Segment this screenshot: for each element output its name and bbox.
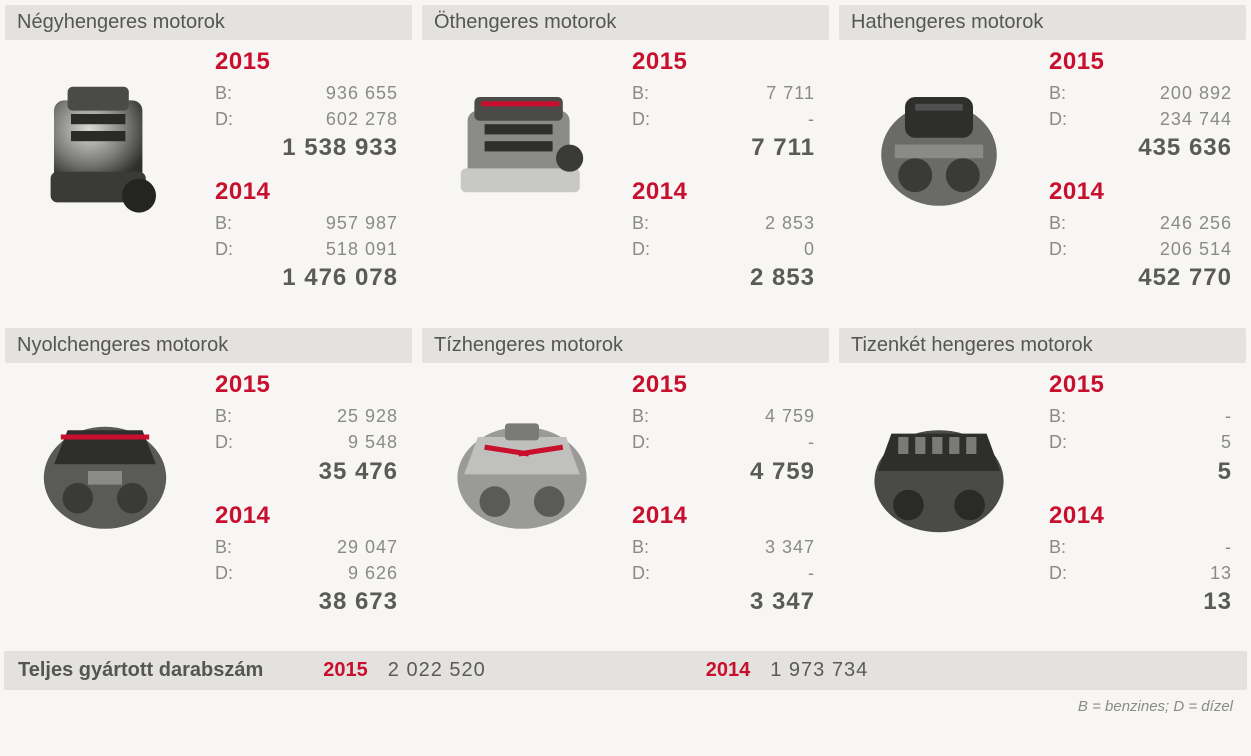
engine-icon [5, 371, 205, 571]
year-block-2014: 2014 B:3 347 D:- 3 347 [632, 502, 815, 616]
panel-body: 2015 B:25 928 D:9 548 35 476 2014 B:29 0… [5, 371, 412, 641]
row-d: D:0 [632, 236, 815, 262]
row-d: D:- [632, 106, 815, 132]
year-label: 2014 [1049, 502, 1232, 530]
panel-title: Négyhengeres motorok [5, 5, 412, 40]
panel-ten-cylinder: Tízhengeres motorok 2015 B:4 759 D:- [421, 327, 830, 642]
year-label: 2014 [215, 502, 398, 530]
engine-icon [839, 48, 1039, 248]
engine-icon [839, 371, 1039, 571]
year-block-2015: 2015 B:7 711 D:- 7 711 [632, 48, 815, 162]
panel-body: 2015 B:936 655 D:602 278 1 538 933 2014 … [5, 48, 412, 318]
year-block-2014: 2014 B:2 853 D:0 2 853 [632, 178, 815, 292]
year-label: 2015 [632, 371, 815, 399]
row-total: 2 853 [632, 264, 815, 292]
year-label: 2015 [215, 48, 398, 76]
row-total: 35 476 [215, 458, 398, 486]
year-block-2014: 2014 B:29 047 D:9 626 38 673 [215, 502, 398, 616]
engine-icon [5, 48, 205, 248]
footer-legend: B = benzines; D = dízel [0, 690, 1251, 725]
row-b: B:200 892 [1049, 80, 1232, 106]
row-d: D:5 [1049, 429, 1232, 455]
year-label: 2014 [632, 178, 815, 206]
panel-title: Tízhengeres motorok [422, 328, 829, 363]
year-block-2015: 2015 B:25 928 D:9 548 35 476 [215, 371, 398, 485]
row-total: 7 711 [632, 134, 815, 162]
year-block-2014: 2014 B:246 256 D:206 514 452 770 [1049, 178, 1232, 292]
panel-eight-cylinder: Nyolchengeres motorok 2015 B:25 928 D:9 … [4, 327, 413, 642]
engine-grid: Négyhengeres motorok [0, 0, 1251, 647]
row-b: B:3 347 [632, 534, 815, 560]
row-total: 1 538 933 [215, 134, 398, 162]
panel-stats: 2015 B:7 711 D:- 7 711 2014 B:2 853 D:0 … [632, 48, 829, 308]
row-b: B:7 711 [632, 80, 815, 106]
row-total: 38 673 [215, 588, 398, 616]
row-b: B:- [1049, 534, 1232, 560]
row-d: D:13 [1049, 560, 1232, 586]
panel-four-cylinder: Négyhengeres motorok [4, 4, 413, 319]
panel-body: 2015 B:4 759 D:- 4 759 2014 B:3 347 D:- … [422, 371, 829, 641]
footer-year-b: 2014 [706, 659, 751, 682]
row-d: D:- [632, 429, 815, 455]
year-label: 2015 [632, 48, 815, 76]
row-b: B:4 759 [632, 403, 815, 429]
row-total: 452 770 [1049, 264, 1232, 292]
panel-stats: 2015 B:- D:5 5 2014 B:- D:13 13 [1049, 371, 1246, 631]
year-block-2015: 2015 B:200 892 D:234 744 435 636 [1049, 48, 1232, 162]
year-block-2015: 2015 B:936 655 D:602 278 1 538 933 [215, 48, 398, 162]
year-label: 2015 [215, 371, 398, 399]
engine-icon [422, 371, 622, 571]
row-b: B:- [1049, 403, 1232, 429]
row-b: B:936 655 [215, 80, 398, 106]
panel-stats: 2015 B:200 892 D:234 744 435 636 2014 B:… [1049, 48, 1246, 308]
panel-five-cylinder: Öthengeres motorok 2015 B:7 711 D:- [421, 4, 830, 319]
footer-total-a: 2 022 520 [388, 659, 486, 682]
row-d: D:9 548 [215, 429, 398, 455]
panel-body: 2015 B:200 892 D:234 744 435 636 2014 B:… [839, 48, 1246, 318]
row-d: D:- [632, 560, 815, 586]
year-label: 2014 [215, 178, 398, 206]
footer-totals: Teljes gyártott darabszám 2015 2 022 520… [4, 651, 1247, 690]
footer-label: Teljes gyártott darabszám [18, 659, 263, 682]
row-b: B:246 256 [1049, 210, 1232, 236]
row-total: 3 347 [632, 588, 815, 616]
panel-body: 2015 B:7 711 D:- 7 711 2014 B:2 853 D:0 … [422, 48, 829, 318]
year-block-2014: 2014 B:- D:13 13 [1049, 502, 1232, 616]
panel-six-cylinder: Hathengeres motorok 2015 B:200 892 D:234… [838, 4, 1247, 319]
panel-title: Öthengeres motorok [422, 5, 829, 40]
panel-body: 2015 B:- D:5 5 2014 B:- D:13 13 [839, 371, 1246, 641]
row-b: B:29 047 [215, 534, 398, 560]
row-d: D:602 278 [215, 106, 398, 132]
footer-year-a: 2015 [323, 659, 368, 682]
year-label: 2015 [1049, 48, 1232, 76]
row-b: B:25 928 [215, 403, 398, 429]
panel-title: Hathengeres motorok [839, 5, 1246, 40]
footer-total-b: 1 973 734 [770, 659, 868, 682]
panel-title: Nyolchengeres motorok [5, 328, 412, 363]
row-d: D:518 091 [215, 236, 398, 262]
row-b: B:957 987 [215, 210, 398, 236]
row-d: D:234 744 [1049, 106, 1232, 132]
year-block-2015: 2015 B:4 759 D:- 4 759 [632, 371, 815, 485]
year-block-2014: 2014 B:957 987 D:518 091 1 476 078 [215, 178, 398, 292]
year-block-2015: 2015 B:- D:5 5 [1049, 371, 1232, 485]
row-b: B:2 853 [632, 210, 815, 236]
year-label: 2014 [632, 502, 815, 530]
year-label: 2014 [1049, 178, 1232, 206]
panel-stats: 2015 B:4 759 D:- 4 759 2014 B:3 347 D:- … [632, 371, 829, 631]
row-total: 435 636 [1049, 134, 1232, 162]
panel-stats: 2015 B:25 928 D:9 548 35 476 2014 B:29 0… [215, 371, 412, 631]
row-total: 4 759 [632, 458, 815, 486]
panel-stats: 2015 B:936 655 D:602 278 1 538 933 2014 … [215, 48, 412, 308]
row-total: 1 476 078 [215, 264, 398, 292]
panel-title: Tizenkét hengeres motorok [839, 328, 1246, 363]
engine-icon [422, 48, 622, 248]
panel-twelve-cylinder: Tizenkét hengeres motorok 2015 [838, 327, 1247, 642]
row-d: D:206 514 [1049, 236, 1232, 262]
row-total: 13 [1049, 588, 1232, 616]
row-total: 5 [1049, 458, 1232, 486]
row-d: D:9 626 [215, 560, 398, 586]
year-label: 2015 [1049, 371, 1232, 399]
